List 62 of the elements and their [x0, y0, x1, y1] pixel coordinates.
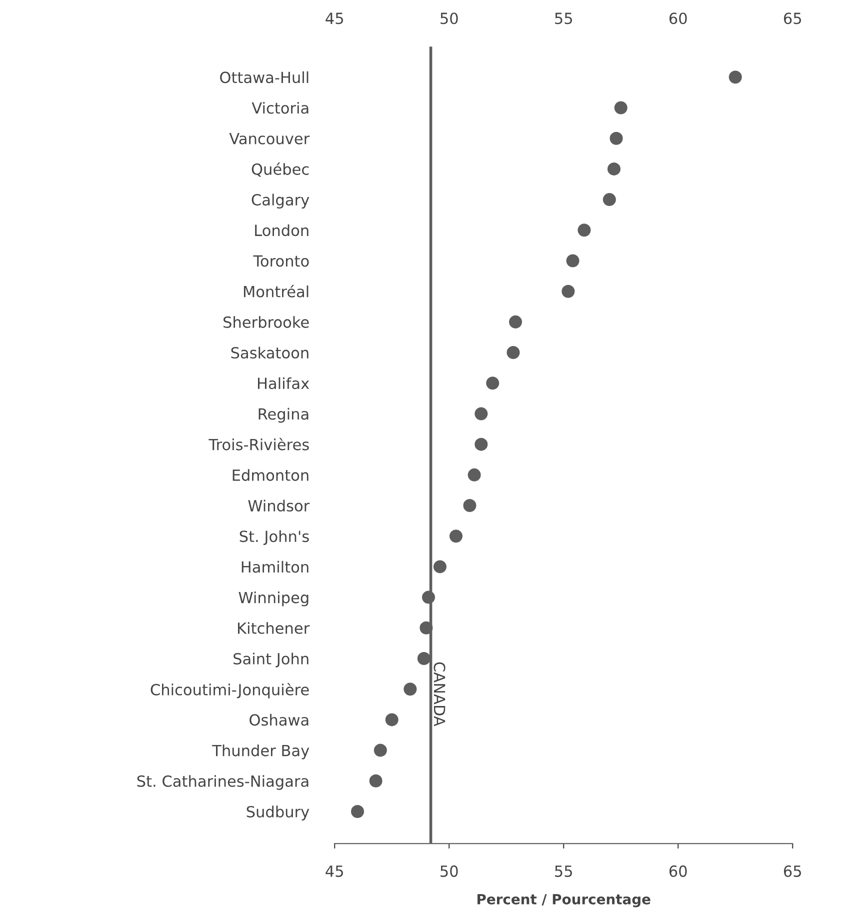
y-tick-label: Winnipeg [238, 592, 308, 606]
y-tick-label: Regina [258, 408, 308, 423]
point [420, 621, 433, 634]
point [463, 499, 476, 512]
x2-tick-label: 50 [440, 865, 458, 877]
x-tick-label: 50 [440, 12, 458, 24]
x-tick-label: 60 [669, 12, 687, 24]
x2-tick-label: 65 [784, 865, 801, 877]
y-tick-label: Sudbury [246, 806, 310, 820]
y-tick-label: St. Catharines-Niagara [137, 775, 308, 790]
y-tick-label: Kitchener [238, 622, 310, 634]
y-tick-label: Halifax [258, 377, 310, 390]
x2-tick-label: 60 [669, 865, 687, 877]
y-tick-label: Vancouver [229, 133, 310, 144]
y-tick-label: Oshawa [250, 714, 308, 726]
point [474, 407, 488, 420]
y-tick-label: Saskatoon [231, 346, 308, 359]
point [728, 70, 742, 84]
y-tick-label: Sherbrooke [224, 316, 309, 328]
point [369, 774, 382, 788]
point [385, 713, 398, 726]
point [374, 744, 387, 757]
point [422, 590, 436, 604]
point [610, 132, 623, 145]
y-tick-label: St. John's [240, 530, 309, 545]
x-tick-label: 45 [326, 12, 344, 24]
y-tick-label: Ottawa-Hull [220, 71, 308, 84]
x2-tick-label: 45 [326, 866, 344, 877]
point [474, 438, 488, 451]
y-tick-label: Trois-Rivières [208, 438, 309, 450]
point [562, 284, 575, 298]
y-tick-label: Victoria [252, 102, 308, 114]
ref-line-label: CANADA [434, 662, 446, 726]
y-tick-label: Montréal [244, 284, 308, 298]
y-tick-label: London [255, 224, 308, 236]
point [433, 560, 446, 574]
y-tick-label: Edmonton [232, 469, 308, 481]
x-tick-label: 55 [555, 12, 572, 24]
point [614, 101, 628, 114]
point [351, 804, 364, 818]
point [506, 346, 520, 360]
y-tick-label: Saint John [234, 652, 308, 668]
point [607, 162, 620, 176]
y-tick-label: Chicoutimi-Jonquière [150, 682, 309, 698]
point [602, 193, 616, 206]
x-axis-title: Percent / Pourcentage [478, 894, 650, 908]
x-tick-label: 65 [784, 12, 801, 24]
y-tick-label: Toronto [253, 255, 309, 267]
point [578, 224, 591, 237]
point [404, 682, 417, 696]
point [468, 468, 481, 482]
y-tick-label: Thunder Bay [212, 744, 310, 760]
point [566, 254, 580, 268]
y-tick-label: Calgary [252, 194, 310, 209]
x2-tick-label: 55 [555, 866, 572, 877]
point [486, 376, 500, 390]
y-tick-label: Québec [252, 162, 309, 177]
y-tick-label: Hamilton [242, 560, 308, 573]
point [509, 315, 522, 328]
point [449, 530, 462, 543]
point [417, 652, 430, 666]
y-tick-label: Windsor [248, 500, 310, 512]
